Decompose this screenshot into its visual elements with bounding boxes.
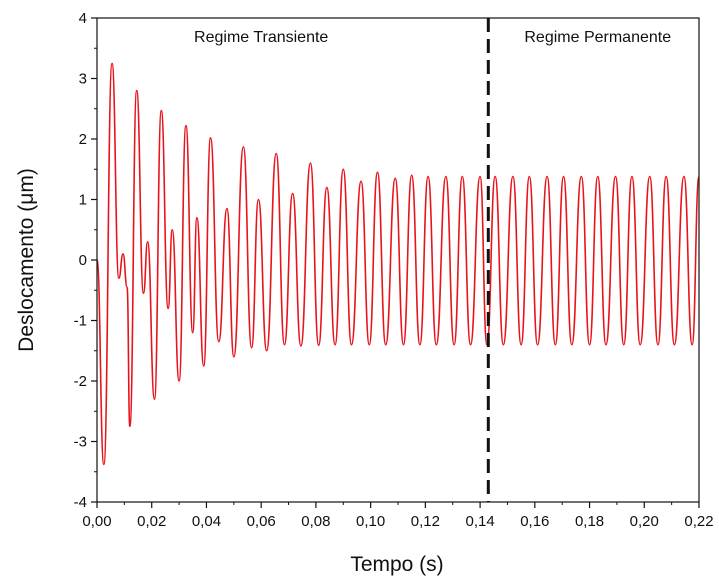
x-tick-label: 0,04 (192, 513, 221, 530)
x-tick-label: 0,08 (301, 513, 330, 530)
y-tick-label: 1 (79, 192, 87, 209)
y-tick-label: 3 (79, 71, 87, 88)
x-tick-label: 0,00 (82, 513, 111, 530)
x-tick-label: 0,18 (575, 513, 604, 530)
x-tick-label: 0,02 (137, 513, 166, 530)
y-axis-label: Deslocamento (μm) (15, 168, 38, 352)
x-tick-label: 0,12 (411, 513, 440, 530)
y-axis-ticks: -4 -3 -2 -1 0 1 2 3 4 (74, 10, 97, 511)
y-tick-label: -2 (74, 373, 87, 390)
x-tick-label: 0,20 (630, 513, 659, 530)
x-tick-label: 0,16 (520, 513, 549, 530)
x-tick-label: 0,10 (356, 513, 385, 530)
x-tick-label: 0,22 (684, 513, 713, 530)
annotation-steady-state: Regime Permanente (524, 29, 671, 46)
x-axis-ticks: 0,00 0,02 0,04 0,06 0,08 0,10 0,12 0,14 0,16 0,18… (82, 502, 714, 530)
y-tick-label: 2 (79, 131, 87, 148)
y-tick-label: -1 (74, 313, 87, 330)
y-tick-label: 4 (79, 10, 87, 27)
x-tick-label: 0,06 (247, 513, 276, 530)
y-tick-label: 0 (79, 252, 87, 269)
x-axis-label: Tempo (s) (350, 553, 443, 576)
plot-frame (96, 17, 700, 503)
y-tick-label: -4 (74, 494, 87, 511)
y-tick-label: -3 (74, 434, 87, 451)
series-line-0 (96, 62, 700, 466)
x-tick-label: 0,14 (465, 513, 494, 530)
annotation-transient: Regime Transiente (194, 29, 328, 46)
plot-area (96, 17, 700, 503)
